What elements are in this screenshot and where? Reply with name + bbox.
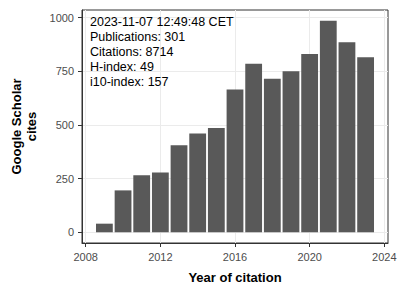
svg-text:500: 500 [56,119,74,131]
svg-text:2016: 2016 [223,251,247,263]
svg-text:2012: 2012 [148,251,172,263]
svg-text:i10-index: 157: i10-index: 157 [90,75,169,89]
svg-text:0: 0 [68,226,74,238]
svg-text:2023-11-07 12:49:48 CET: 2023-11-07 12:49:48 CET [90,15,234,29]
svg-text:2024: 2024 [372,251,396,263]
svg-text:H-index: 49: H-index: 49 [90,60,154,74]
svg-text:Year of citation: Year of citation [188,270,281,285]
svg-text:750: 750 [56,65,74,77]
svg-text:2008: 2008 [73,251,97,263]
svg-text:2020: 2020 [297,251,321,263]
svg-text:Publications: 301: Publications: 301 [90,30,185,44]
svg-text:1000: 1000 [50,12,74,24]
svg-text:250: 250 [56,173,74,185]
svg-text:Citations: 8714: Citations: 8714 [90,45,173,59]
svg-text:cites: cites [24,112,39,142]
svg-text:Google Scholar: Google Scholar [9,78,24,174]
